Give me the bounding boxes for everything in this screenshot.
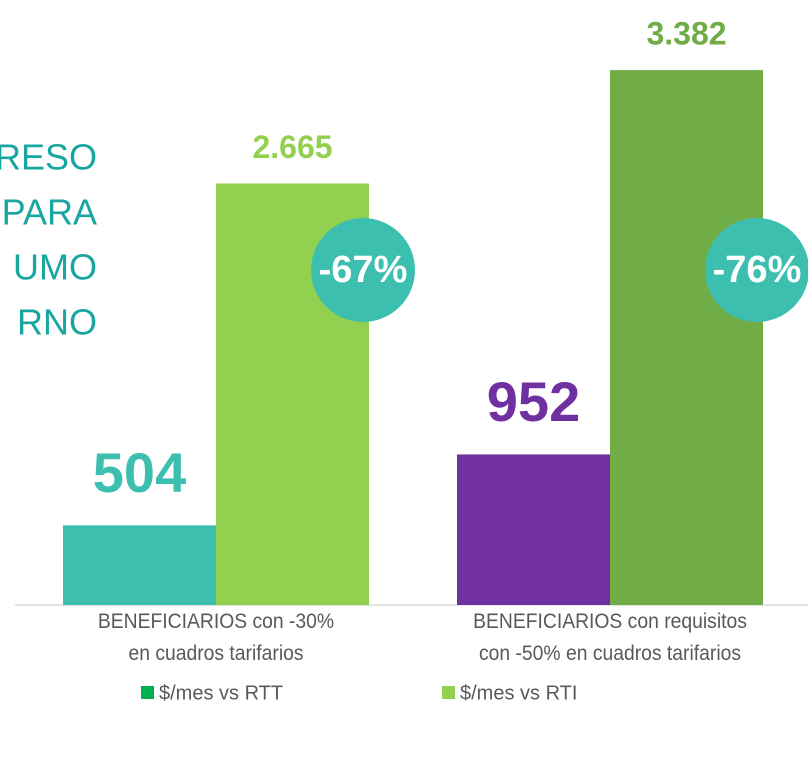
bar [63,525,216,605]
x-tick-label: BENEFICIARIOS con requisitos con -50% en… [473,610,747,665]
badge-label: -67% [319,249,408,291]
badge-label: -76% [713,249,802,291]
bar [457,454,610,605]
legend-label: $/mes vs RTI [460,682,577,704]
x-tick-label: BENEFICIARIOS con -30% en cuadros tarifa… [97,610,335,665]
annotation: PARA [2,192,97,233]
annotation: RESO [0,137,97,178]
data-label: 504 [93,441,186,504]
annotation: RNO [17,302,97,343]
badge [705,218,808,322]
annotation: UMO [13,247,97,288]
legend-swatch [442,686,455,699]
legend-label: $/mes vs RTT [159,682,283,704]
bar [610,70,763,606]
legend-swatch [141,686,154,699]
data-label: 2.665 [252,129,332,165]
data-label: 3.382 [646,16,726,52]
data-label: 952 [487,370,580,433]
badge [311,218,415,322]
